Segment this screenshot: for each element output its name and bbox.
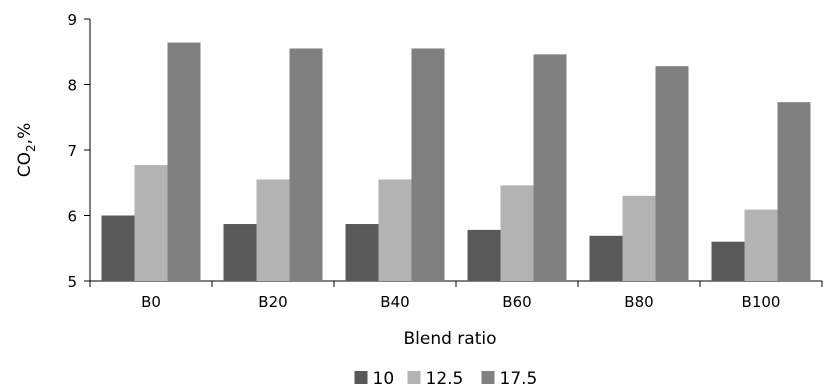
bar-b40-series-2 bbox=[411, 48, 445, 281]
bar-b80-series-2 bbox=[655, 66, 689, 281]
x-tick-label: B60 bbox=[502, 293, 531, 311]
x-tick-label: B40 bbox=[380, 293, 409, 311]
x-tick-label: B0 bbox=[141, 293, 161, 311]
legend-swatch bbox=[407, 371, 421, 384]
y-tick-label: 8 bbox=[67, 77, 77, 95]
y-axis: 5 6 7 8 9 bbox=[67, 11, 91, 291]
bar-b20-series-2 bbox=[289, 48, 323, 281]
x-axis-title: Blend ratio bbox=[403, 329, 496, 349]
bar-b100-series-0 bbox=[711, 241, 745, 281]
y-tick-label: 5 bbox=[67, 273, 77, 291]
bar-b20-series-0 bbox=[223, 224, 257, 281]
x-tick-label: B100 bbox=[742, 293, 781, 311]
x-axis: B0 B20 B40 B60 B80 B100 bbox=[89, 280, 823, 311]
legend-label: 12.5 bbox=[426, 369, 464, 389]
bar-b40-series-0 bbox=[345, 224, 379, 281]
bar-b60-series-0 bbox=[467, 229, 501, 281]
legend-swatch bbox=[481, 371, 495, 384]
y-axis-title: CO2,% bbox=[15, 123, 38, 177]
bar-b0-series-2 bbox=[167, 42, 201, 281]
bar-b100-series-2 bbox=[777, 102, 811, 281]
bars bbox=[101, 42, 811, 282]
bar-b100-series-1 bbox=[744, 209, 778, 281]
y-axis-title-suffix: ,% bbox=[15, 123, 35, 145]
legend-label: 10 bbox=[373, 369, 395, 389]
x-tick-label: B80 bbox=[624, 293, 653, 311]
bar-b0-series-0 bbox=[101, 215, 135, 281]
bar-b20-series-1 bbox=[256, 179, 290, 281]
legend-swatch bbox=[354, 371, 368, 384]
bar-b60-series-2 bbox=[533, 54, 567, 282]
bar-b40-series-1 bbox=[378, 179, 412, 281]
y-tick-label: 9 bbox=[67, 11, 77, 29]
y-axis-title-subscript: 2 bbox=[24, 144, 38, 152]
y-axis-title-main: CO bbox=[15, 152, 35, 177]
bar-b60-series-1 bbox=[500, 185, 534, 281]
bar-b80-series-1 bbox=[622, 195, 656, 281]
bar-b0-series-1 bbox=[134, 165, 168, 281]
bar-b80-series-0 bbox=[589, 235, 623, 281]
y-tick-label: 7 bbox=[67, 142, 77, 160]
legend-label: 17.5 bbox=[500, 369, 538, 389]
x-tick-label: B20 bbox=[258, 293, 287, 311]
legend: 10 12.5 17.5 bbox=[354, 369, 538, 389]
y-tick-label: 6 bbox=[67, 208, 77, 226]
